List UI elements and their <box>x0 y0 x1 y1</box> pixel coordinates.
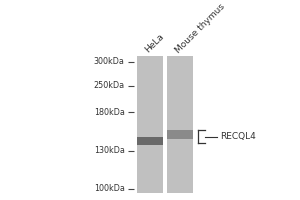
Bar <box>167 130 193 139</box>
Text: Mouse thymus: Mouse thymus <box>173 2 226 55</box>
Bar <box>137 56 163 193</box>
Text: 130kDa: 130kDa <box>94 146 124 155</box>
Text: RECQL4: RECQL4 <box>220 132 256 141</box>
Text: HeLa: HeLa <box>144 32 166 55</box>
Text: 300kDa: 300kDa <box>94 57 124 66</box>
Bar <box>137 137 163 145</box>
Text: 250kDa: 250kDa <box>94 81 124 90</box>
Text: 100kDa: 100kDa <box>94 184 124 193</box>
Text: 180kDa: 180kDa <box>94 108 124 117</box>
Bar <box>167 56 193 193</box>
